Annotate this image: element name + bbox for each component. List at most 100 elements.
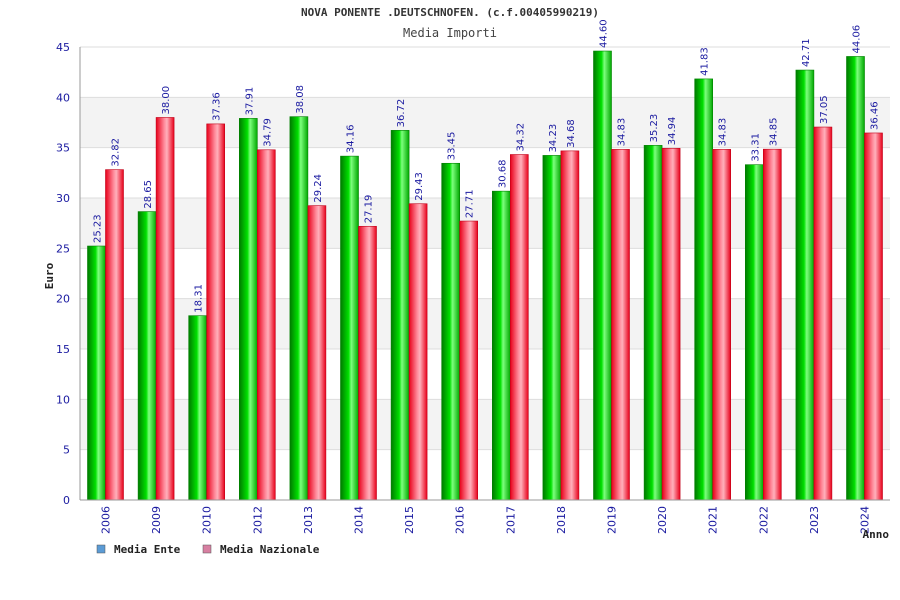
data-label: 37.36 <box>212 92 223 121</box>
data-label: 27.19 <box>364 195 375 224</box>
data-label: 37.91 <box>244 87 255 116</box>
data-label: 34.23 <box>548 124 559 153</box>
y-tick-label: 20 <box>56 293 70 306</box>
bar-media-nazionale <box>358 225 377 501</box>
bar-media-ente <box>239 118 258 501</box>
data-label: 29.43 <box>414 172 425 201</box>
bar-media-ente <box>542 155 562 501</box>
data-label: 30.68 <box>497 160 508 189</box>
y-axis-ticks: 0 5 10 15 20 25 30 35 40 45 <box>56 41 70 507</box>
data-label: 38.08 <box>295 85 306 114</box>
x-tick-label: 2015 <box>403 506 416 534</box>
x-tick-label: 2014 <box>353 506 366 534</box>
bar-media-ente <box>340 155 359 501</box>
data-label: 42.71 <box>801 38 812 67</box>
bar-media-nazionale <box>661 147 681 501</box>
bars <box>87 50 883 501</box>
legend-label-media-nazionale: Media Nazionale <box>220 543 320 556</box>
data-label: 36.72 <box>396 99 407 128</box>
x-tick-label: 2013 <box>302 506 315 534</box>
x-axis-ticks: 2006 2009 2010 2012 2013 2014 2015 2016 2017 2018… <box>100 506 872 534</box>
data-label: 34.68 <box>566 119 577 148</box>
bar-media-nazionale <box>560 150 580 501</box>
bar-media-ente <box>795 69 815 501</box>
plot-band <box>80 47 890 98</box>
data-labels: 25.23 32.82 28.65 38.00 18.31 37.36 37.91 34.79… <box>93 19 881 312</box>
bar-media-nazionale <box>206 123 225 501</box>
data-label: 34.83 <box>617 118 628 147</box>
bar-media-ente <box>643 145 663 501</box>
bar-media-nazionale <box>105 169 124 501</box>
x-tick-label: 2012 <box>251 506 264 534</box>
bar-media-ente <box>441 162 461 501</box>
bar-media-ente <box>188 315 207 501</box>
y-tick-label: 45 <box>56 41 70 54</box>
y-axis-label: Euro <box>43 262 56 289</box>
x-tick-label: 2006 <box>100 506 113 534</box>
data-label: 33.45 <box>447 132 458 161</box>
x-tick-label: 2022 <box>757 506 770 534</box>
data-label: 33.31 <box>750 133 761 162</box>
bar-media-nazionale <box>509 154 529 501</box>
y-tick-label: 10 <box>56 393 70 406</box>
bar-media-nazionale <box>307 205 327 501</box>
bar-media-nazionale <box>712 149 732 501</box>
data-label: 34.79 <box>262 118 273 147</box>
bar-media-ente <box>390 130 410 501</box>
data-label: 34.94 <box>667 117 678 146</box>
data-label: 28.65 <box>143 180 154 209</box>
x-tick-label: 2024 <box>859 506 872 534</box>
data-label: 37.05 <box>819 95 830 124</box>
data-label: 38.00 <box>161 86 172 115</box>
legend: Media Ente Media Nazionale <box>96 543 320 556</box>
bar-media-nazionale <box>155 117 175 501</box>
data-label: 32.82 <box>111 138 122 167</box>
x-tick-label: 2009 <box>150 506 163 534</box>
legend-swatch-media-ente <box>96 544 106 554</box>
bar-media-ente <box>744 164 764 501</box>
bar-media-ente <box>593 50 612 501</box>
data-label: 34.16 <box>346 124 357 153</box>
data-label: 34.83 <box>718 118 729 147</box>
bar-media-nazionale <box>459 220 479 501</box>
data-label: 41.83 <box>700 47 711 76</box>
data-label: 36.46 <box>870 101 881 130</box>
y-tick-label: 5 <box>63 444 70 457</box>
bar-media-ente <box>846 56 865 501</box>
bar-media-ente <box>87 245 106 501</box>
x-tick-label: 2016 <box>454 506 467 534</box>
bar-media-ente <box>289 116 309 501</box>
legend-label-media-ente: Media Ente <box>114 543 181 556</box>
data-label: 44.06 <box>852 25 863 54</box>
y-tick-label: 0 <box>63 494 70 507</box>
data-label: 34.32 <box>515 123 526 152</box>
x-tick-label: 2019 <box>606 506 619 534</box>
x-tick-label: 2021 <box>707 506 720 534</box>
x-tick-label: 2010 <box>201 506 214 534</box>
data-label: 18.31 <box>194 284 205 313</box>
x-tick-label: 2020 <box>656 506 669 534</box>
legend-swatch-media-nazionale <box>202 544 212 554</box>
y-tick-label: 35 <box>56 142 70 155</box>
y-tick-label: 25 <box>56 242 70 255</box>
y-tick-label: 40 <box>56 91 70 104</box>
data-label: 44.60 <box>599 19 610 48</box>
bar-media-nazionale <box>762 148 782 501</box>
y-tick-label: 15 <box>56 343 70 356</box>
y-tick-label: 30 <box>56 192 70 205</box>
bar-media-ente <box>137 211 157 501</box>
bar-media-ente <box>491 190 511 501</box>
data-label: 29.24 <box>313 174 324 203</box>
x-tick-label: 2017 <box>504 506 517 534</box>
x-tick-label: 2018 <box>555 506 568 534</box>
bar-media-nazionale <box>864 132 883 501</box>
chart-subtitle: Media Importi <box>403 26 497 40</box>
data-label: 35.23 <box>649 114 660 143</box>
x-tick-label: 2023 <box>808 506 821 534</box>
bar-media-nazionale <box>611 149 630 501</box>
bar-media-nazionale <box>256 149 276 501</box>
data-label: 34.85 <box>768 118 779 147</box>
bar-media-nazionale <box>813 126 833 501</box>
data-label: 27.71 <box>465 189 476 218</box>
